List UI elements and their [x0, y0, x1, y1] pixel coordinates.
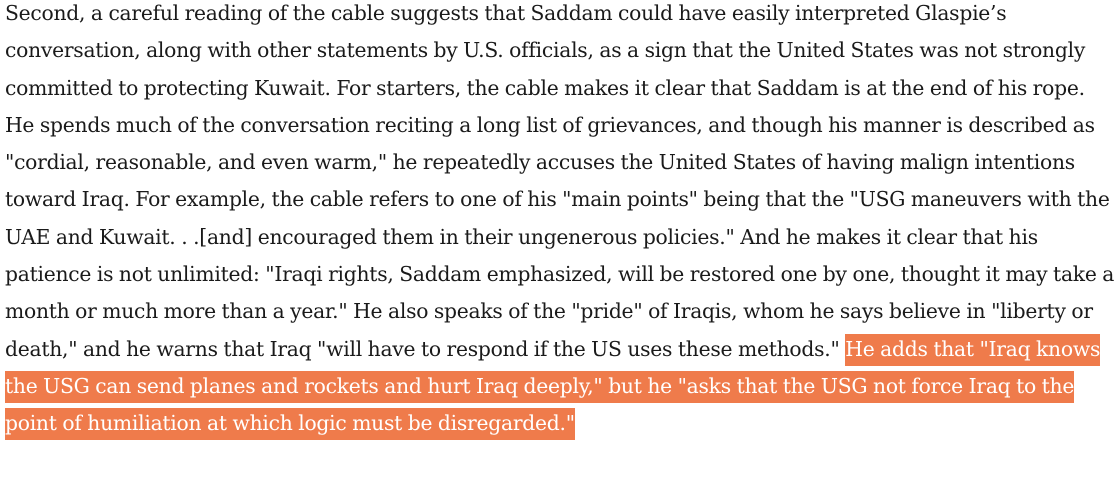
article-body: Second, a careful reading of the cable s… [5, 0, 1115, 443]
article-paragraph: Second, a careful reading of the cable s… [5, 0, 1115, 443]
paragraph-text: Second, a careful reading of the cable s… [5, 1, 1115, 361]
